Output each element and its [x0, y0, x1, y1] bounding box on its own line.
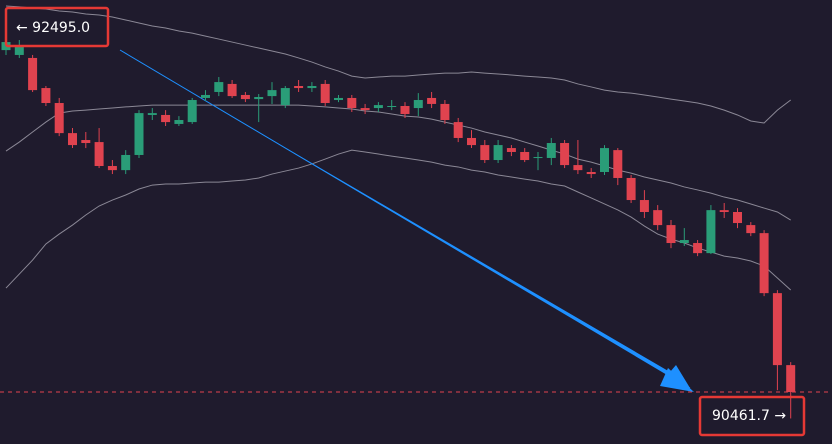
candle-body: [440, 103, 450, 121]
candle-body: [41, 88, 51, 104]
candle-body: [267, 90, 277, 97]
candle-body: [706, 210, 716, 254]
candle-body: [533, 157, 543, 159]
candle-body: [467, 137, 476, 146]
candle-body: [347, 97, 357, 109]
candle-body: [493, 145, 503, 161]
candle-body: [786, 365, 796, 393]
candle-body: [653, 210, 663, 226]
candle-body: [187, 100, 197, 123]
candle-body: [733, 211, 742, 224]
candle-body: [161, 114, 171, 123]
candle-body: [81, 140, 91, 144]
candle-body: [506, 148, 516, 152]
candle-body: [254, 97, 264, 100]
candle-body: [746, 225, 756, 234]
high-box: [4, 6, 110, 48]
candle-body: [121, 154, 131, 171]
candle-body: [480, 145, 490, 161]
trend-arrow: [190, 92, 690, 388]
low-box: [698, 395, 806, 437]
candle-body: [626, 177, 636, 201]
candle-body: [14, 45, 24, 55]
candle-body: [307, 85, 317, 89]
candle-body: [586, 171, 596, 175]
candle-body: [772, 293, 782, 366]
candle-body: [546, 143, 556, 158]
candle-body: [693, 243, 703, 254]
candle-body: [373, 105, 383, 109]
band-line: [5, 104, 791, 221]
candle-body: [453, 122, 463, 138]
candle-body: [600, 148, 609, 172]
candle-body: [54, 103, 64, 134]
trend-arrow-head: [660, 368, 694, 392]
band-line: [5, 149, 792, 291]
candle-body: [68, 133, 77, 146]
candle-body: [240, 94, 250, 100]
candle-body: [227, 83, 237, 97]
candle-body: [666, 225, 676, 244]
candle-body: [334, 97, 343, 101]
candle-body: [280, 88, 290, 106]
candle-body: [427, 97, 437, 104]
low-label: 90461.7 →: [712, 408, 786, 424]
high-label: ← 92495.0: [16, 20, 90, 36]
candle-body: [679, 240, 689, 244]
candle-body: [560, 143, 570, 166]
candle-body: [719, 210, 729, 212]
candle-body: [639, 200, 649, 212]
candle-body: [147, 113, 157, 115]
candle-body: [573, 165, 583, 171]
candle-body: [94, 142, 104, 167]
candle-body: [174, 120, 184, 124]
candle-body: [107, 166, 117, 171]
band-line: [5, 5, 792, 124]
candle-body: [413, 100, 423, 109]
candle-body: [28, 57, 38, 91]
candle-body: [294, 85, 304, 89]
layers: [0, 5, 832, 393]
candle-body: [201, 94, 210, 98]
candle-body: [520, 151, 530, 161]
candle-body: [134, 113, 144, 155]
candle-body: [387, 105, 397, 107]
candle-body: [320, 83, 330, 104]
candle-body: [214, 82, 224, 92]
candle-body: [613, 150, 623, 178]
candle-body: [759, 233, 769, 294]
candle-body: [360, 108, 370, 111]
candle-body: [400, 105, 410, 115]
